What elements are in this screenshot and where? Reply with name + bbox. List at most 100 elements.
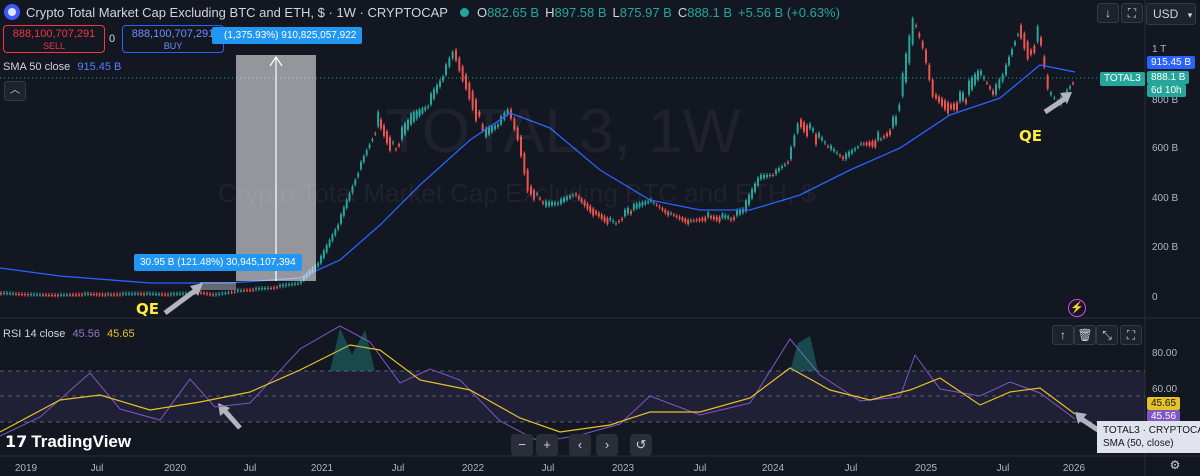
- download-icon: ↓: [1105, 6, 1111, 20]
- candle-body: [415, 111, 418, 119]
- sell-button[interactable]: 888,100,707,291 SELL: [3, 25, 105, 53]
- candle-body: [956, 102, 958, 111]
- candle-body: [615, 223, 617, 225]
- candle-body: [224, 292, 227, 294]
- candle-body: [412, 112, 415, 122]
- download-button[interactable]: ↓: [1097, 3, 1119, 23]
- candle-body: [113, 294, 115, 296]
- currency-selector[interactable]: USD ▾: [1146, 3, 1196, 25]
- candle-body: [288, 284, 290, 286]
- scroll-left-button[interactable]: ‹: [569, 434, 591, 456]
- candle-body: [98, 294, 101, 296]
- candle-body: [721, 214, 724, 218]
- candle-body: [621, 218, 623, 220]
- candle-body: [227, 292, 230, 294]
- candle-body: [1014, 41, 1016, 46]
- candle-body: [944, 100, 946, 110]
- candle-body: [461, 66, 464, 81]
- candle-body: [368, 144, 371, 148]
- candle-body: [57, 294, 59, 296]
- chart-title[interactable]: Crypto Total Market Cap Excluding BTC an…: [26, 4, 448, 20]
- candle-body: [983, 76, 985, 79]
- reset-button[interactable]: ↺: [630, 434, 652, 456]
- candle-body: [724, 215, 727, 218]
- countdown-tag: 6d 10h: [1147, 84, 1186, 97]
- collapse-legend-button[interactable]: ︿: [4, 81, 26, 101]
- candle-body: [421, 108, 424, 114]
- collapse-icon: ⤡: [1102, 328, 1112, 342]
- candle-body: [980, 70, 982, 75]
- fullscreen-button[interactable]: ⛶: [1121, 3, 1143, 23]
- ohlc-low: L875.97 B: [612, 4, 672, 20]
- candle-body: [586, 203, 589, 209]
- candle-body: [908, 35, 911, 64]
- candle-body: [104, 294, 107, 296]
- zoom-out-button[interactable]: −: [511, 434, 533, 456]
- measure-label-bottom: 30.95 B (121.48%) 30,945,107,394: [134, 254, 302, 271]
- candle-body: [877, 132, 880, 140]
- candle-body: [935, 94, 937, 99]
- candle-body: [971, 77, 973, 90]
- candle-body: [865, 142, 868, 145]
- candle-body: [81, 294, 83, 296]
- candle-body: [595, 211, 597, 214]
- candle-body: [1033, 45, 1036, 53]
- settings-button[interactable]: ⚙: [1164, 456, 1186, 476]
- maximize-pane-button[interactable]: ⛶: [1120, 325, 1142, 345]
- candle-body: [830, 145, 832, 150]
- candle-body: [612, 220, 615, 222]
- move-pane-up-button[interactable]: ↑: [1052, 325, 1074, 345]
- candle-body: [548, 201, 550, 206]
- candle-body: [21, 294, 23, 296]
- fullscreen-icon: ⛶: [1127, 6, 1137, 20]
- ohlc-close: C888.1 B: [677, 4, 733, 20]
- candle-body: [675, 215, 678, 217]
- candle-body: [36, 294, 38, 296]
- lightning-icon[interactable]: ⚡: [1068, 299, 1086, 317]
- candle-body: [357, 173, 360, 177]
- gear-icon: ⚙: [1169, 458, 1181, 472]
- scroll-right-button[interactable]: ›: [596, 434, 618, 456]
- time-label: 2019: [15, 463, 38, 474]
- zoom-in-button[interactable]: +: [536, 434, 558, 456]
- candle-body: [427, 106, 430, 108]
- candle-body: [185, 293, 187, 295]
- rsi-tick-60: 60.00: [1152, 384, 1178, 395]
- candle-body: [137, 293, 139, 295]
- candle-body: [143, 293, 145, 295]
- candle-body: [995, 84, 997, 95]
- delete-pane-button[interactable]: 🗑: [1074, 325, 1096, 345]
- candle-body: [119, 294, 121, 296]
- tradingview-logo[interactable]: 𝟭𝟳 TradingView: [5, 432, 131, 452]
- candle-body: [827, 146, 829, 148]
- candle-body: [667, 211, 670, 216]
- chart-header: Crypto Total Market Cap Excluding BTC an…: [4, 4, 840, 20]
- candle-body: [530, 186, 532, 195]
- candle-body: [78, 294, 80, 296]
- sma-legend[interactable]: SMA 50 close 915.45 B: [3, 61, 121, 73]
- candle-body: [839, 155, 841, 157]
- candle-body: [445, 64, 447, 75]
- candle-body: [781, 166, 783, 169]
- time-axis[interactable]: [0, 458, 1145, 476]
- candle-body: [687, 220, 690, 225]
- candle-body: [365, 150, 368, 155]
- price-tick-200b: 200 B: [1152, 242, 1179, 253]
- candle-body: [1072, 83, 1074, 85]
- buy-button[interactable]: 888,100,707,291 BUY: [122, 25, 224, 53]
- candle-body: [862, 143, 865, 145]
- ohlc-high: H897.58 B: [545, 4, 607, 20]
- candle-body: [757, 177, 759, 186]
- candle-body: [796, 123, 799, 133]
- trash-icon: 🗑: [1077, 328, 1093, 342]
- candle-body: [39, 294, 41, 296]
- candle-body: [566, 196, 568, 200]
- candle-body: [989, 86, 991, 89]
- candle-body: [1050, 92, 1052, 95]
- collapse-pane-button[interactable]: ⤡: [1096, 325, 1118, 345]
- candle-body: [736, 210, 738, 216]
- rsi-legend[interactable]: RSI 14 close 45.56 45.65: [3, 328, 135, 340]
- time-label: 2022: [462, 463, 485, 474]
- candle-body: [644, 201, 647, 205]
